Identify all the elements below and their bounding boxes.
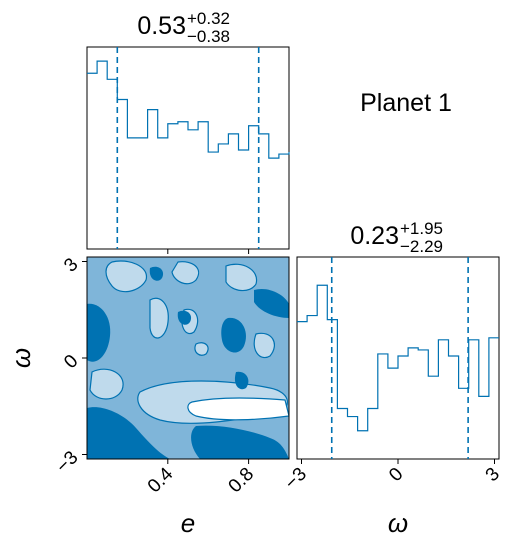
omega-title-lower: −2.29	[400, 237, 443, 256]
e-title-lower: −0.38	[187, 27, 230, 46]
panel-e-histogram: 0.53 +0.32 −0.38	[86, 9, 290, 254]
panel-e-omega-contour: 0.4 0.8 −3 0 3 e ω	[6, 254, 290, 538]
e-title-upper: +0.32	[187, 9, 230, 28]
omega-title-value: 0.23	[350, 222, 399, 250]
x-tick-label: −3	[281, 464, 311, 494]
y-ticks-contour: −3 0 3	[52, 254, 87, 477]
y-axis-label-omega: ω	[6, 348, 36, 368]
x-tick-label: 3	[482, 464, 504, 486]
panel-frame	[86, 46, 290, 250]
x-ticks-contour: 0.4 0.8	[144, 459, 258, 497]
omega-title-upper: +1.95	[400, 219, 443, 238]
contour-level-peak	[187, 397, 289, 421]
x-tick-label: 0.4	[144, 463, 178, 497]
x-axis-label-e: e	[181, 508, 195, 538]
y-tick-label: 0	[60, 351, 82, 373]
e-title-value: 0.53	[137, 12, 186, 40]
x-ticks-omega: −3 0 3	[281, 459, 504, 494]
y-tick-label: −3	[52, 447, 82, 477]
e-title: 0.53	[137, 12, 186, 40]
panel-omega-histogram: −3 0 3 0.23 +1.95 −2.29 ω	[281, 219, 504, 538]
x-ticks-e-hist	[167, 249, 250, 254]
contour-level-high	[87, 266, 289, 459]
x-axis-label-omega: ω	[388, 508, 408, 538]
legend-planet-label: Planet 1	[360, 89, 452, 117]
x-tick-label: 0	[385, 464, 407, 486]
omega-title: 0.23	[350, 222, 399, 250]
x-tick-label: 0.8	[225, 464, 259, 498]
y-tick-label: 3	[60, 254, 82, 276]
